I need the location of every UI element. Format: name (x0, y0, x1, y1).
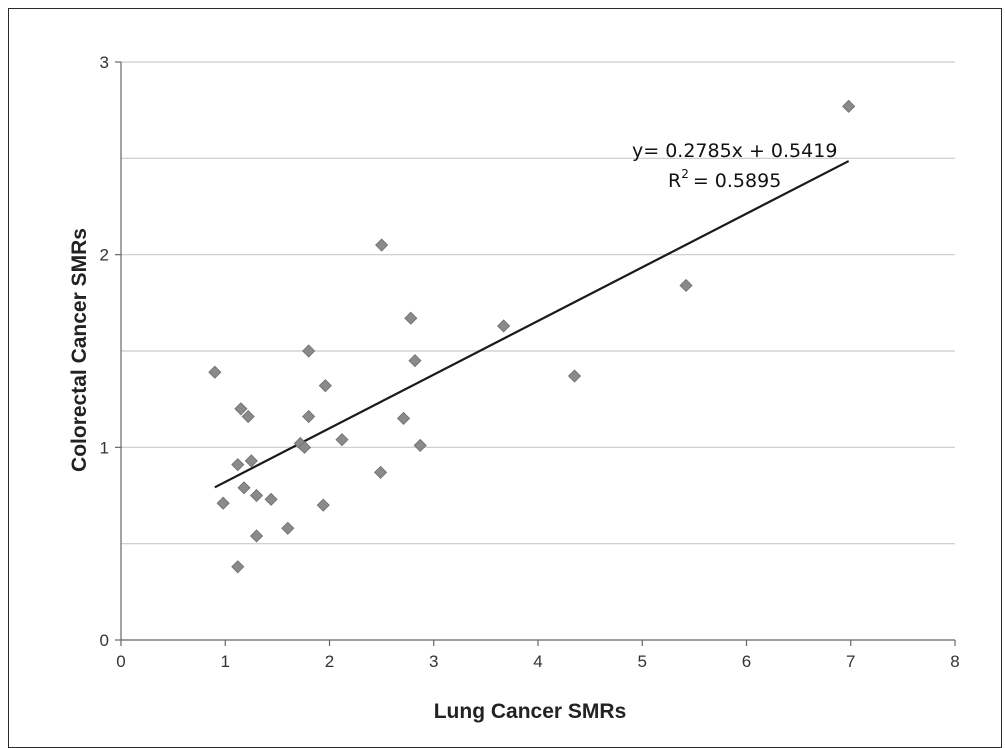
data-point (249, 529, 264, 543)
data-point (241, 409, 255, 424)
data-point (302, 344, 316, 358)
data-point (297, 440, 312, 454)
data-point (237, 481, 251, 495)
data-point (567, 369, 582, 383)
trendline-equation: y= 0.2785x + 0.5419 (632, 140, 837, 162)
data-point (302, 409, 316, 424)
data-point (231, 458, 245, 472)
data-point (244, 454, 258, 468)
data-point (396, 411, 411, 425)
data-point (374, 465, 388, 479)
data-point (249, 488, 264, 503)
data-points (208, 99, 856, 574)
x-tick-label: 0 (116, 652, 125, 671)
x-tick-label: 5 (638, 652, 647, 671)
x-tick-label: 4 (533, 652, 542, 671)
r-squared-label: R2 = 0.5895 (668, 167, 781, 192)
r-squared-superscript: 2 (681, 167, 689, 181)
data-point (281, 521, 295, 535)
y-tick-label: 3 (100, 53, 109, 72)
x-tick-label: 7 (846, 652, 855, 671)
r-squared-value: = 0.5895 (693, 170, 781, 192)
data-point (679, 278, 693, 293)
data-point (335, 433, 349, 447)
axes (115, 61, 956, 646)
data-point (264, 492, 278, 506)
y-tick-label: 0 (100, 631, 109, 650)
data-point (842, 99, 856, 113)
grid-lines (121, 61, 955, 545)
data-point (216, 496, 230, 510)
r-squared-symbol: R (668, 170, 681, 192)
y-tick-label: 1 (100, 438, 109, 457)
chart-frame (8, 8, 1002, 748)
y-axis-title: Colorectal Cancer SMRs (68, 228, 91, 472)
data-point (497, 319, 511, 333)
data-point (408, 354, 422, 368)
y-tick-label: 2 (100, 246, 109, 265)
data-point (231, 560, 245, 574)
trendline-layer (214, 160, 850, 489)
x-tick-label: 1 (221, 652, 230, 671)
x-tick-label: 2 (325, 652, 334, 671)
trendline (214, 160, 850, 489)
data-point (375, 238, 389, 252)
x-tick-label: 6 (742, 652, 751, 671)
data-point (413, 438, 427, 452)
data-point (318, 379, 332, 393)
x-tick-label: 3 (429, 652, 438, 671)
x-tick-label: 8 (950, 652, 959, 671)
x-axis-title: Lung Cancer SMRs (434, 700, 627, 723)
tick-labels: 0 1 2 3 0 1 2 3 4 5 6 7 8 (100, 53, 960, 671)
data-point (208, 365, 222, 379)
data-point (404, 311, 418, 325)
data-point (234, 402, 248, 416)
data-point (316, 498, 330, 512)
